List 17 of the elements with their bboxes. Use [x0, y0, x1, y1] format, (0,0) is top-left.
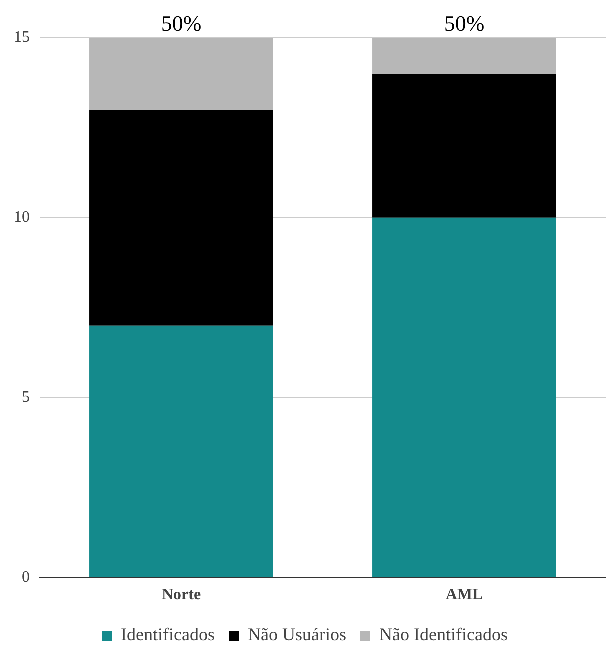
bar	[372, 38, 556, 74]
bar	[372, 74, 556, 218]
legend-label: Não Identificados	[379, 624, 508, 645]
y-tick-label: 0	[22, 569, 30, 586]
legend-label: Não Usuários	[248, 624, 346, 645]
bar	[90, 110, 274, 326]
annotation: 50%	[161, 10, 202, 36]
legend-label: Identificados	[121, 624, 216, 645]
bar	[372, 218, 556, 578]
bar	[90, 326, 274, 578]
y-tick-label: 10	[14, 209, 30, 226]
y-tick-label: 5	[22, 389, 30, 406]
bar	[90, 38, 274, 110]
x-tick-label: AML	[446, 586, 484, 604]
annotation: 50%	[444, 10, 485, 36]
x-tick-label: Norte	[162, 586, 202, 604]
y-tick-label: 15	[14, 29, 30, 46]
